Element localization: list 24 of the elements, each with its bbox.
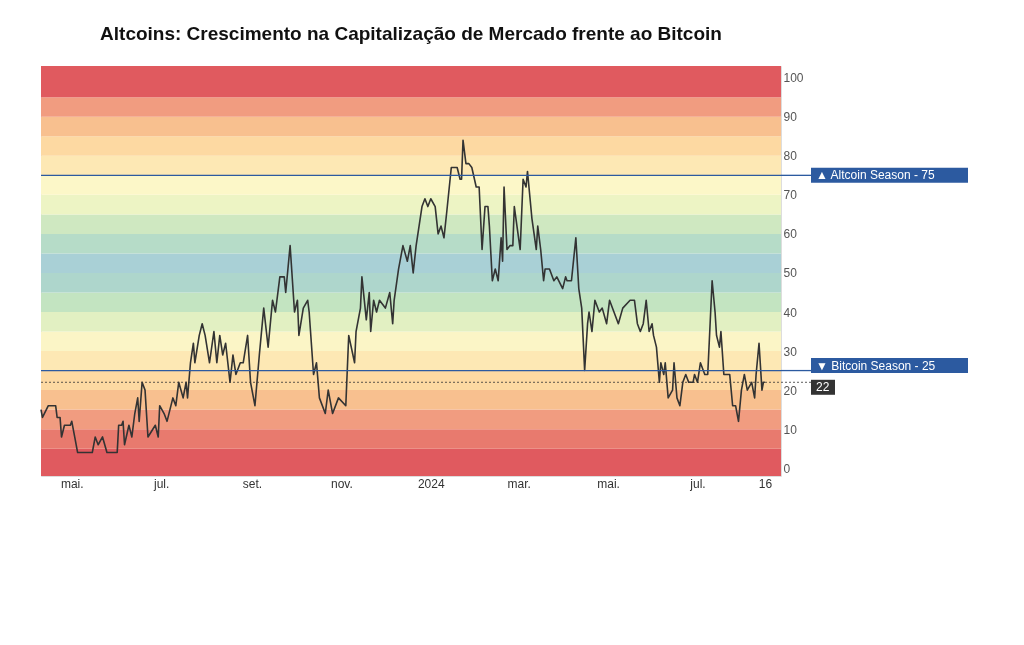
y-tick-label: 10 <box>783 422 798 437</box>
x-tick-label: mai. <box>60 476 84 491</box>
y-tick-label: 60 <box>783 227 798 242</box>
y-tick-label: 100 <box>783 71 804 86</box>
x-tick-label: nov. <box>331 476 353 491</box>
x-tick-label: 2024 <box>417 476 445 491</box>
y-tick-label: 40 <box>783 305 798 320</box>
x-tick-label: jul. <box>152 476 170 491</box>
y-tick-label: 80 <box>783 149 798 164</box>
ref-line-label: ▲ Altcoin Season - 75 <box>816 168 935 183</box>
y-tick-label: 90 <box>783 110 798 125</box>
ref-line-label: ▼ Bitcoin Season - 25 <box>816 358 936 373</box>
ref-line-label: 22 <box>816 380 830 395</box>
y-tick-label: 50 <box>783 266 798 281</box>
x-tick-label: mar. <box>507 476 531 491</box>
x-tick-label: set. <box>242 476 263 491</box>
y-tick-label: 0 <box>783 461 791 476</box>
y-tick-label: 70 <box>783 188 798 203</box>
x-tick-label: 16 <box>758 476 773 491</box>
y-tick-label: 20 <box>783 383 798 398</box>
x-tick-label: mai. <box>597 476 620 491</box>
x-tick-label: jul. <box>689 476 706 491</box>
chart-title: Altcoins: Crescimento na Capitalização de Mercado frente ao Bitcoin <box>100 23 722 44</box>
y-tick-label: 30 <box>783 344 798 359</box>
